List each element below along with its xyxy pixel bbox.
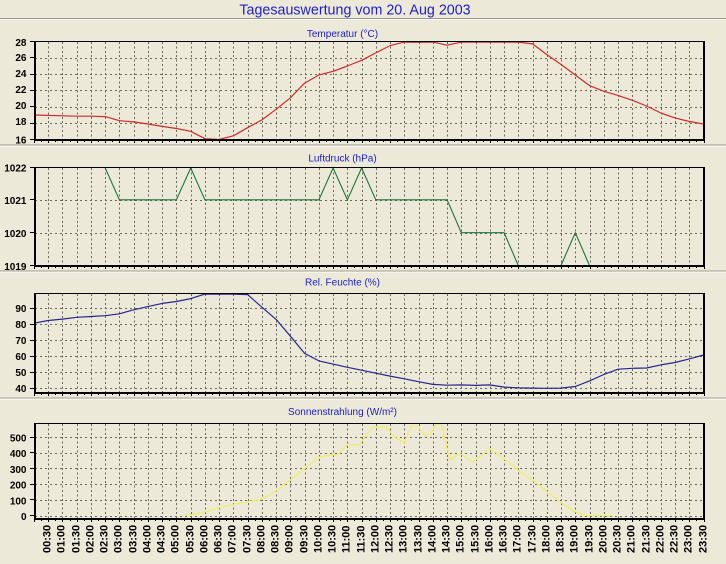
svg-text:60: 60 (15, 352, 27, 363)
svg-text:100: 100 (10, 496, 27, 507)
svg-text:26: 26 (15, 53, 27, 64)
svg-text:08:00: 08:00 (255, 525, 267, 553)
svg-text:Tagesauswertung vom 20. Aug 20: Tagesauswertung vom 20. Aug 2003 (239, 3, 470, 19)
svg-text:02:30: 02:30 (98, 525, 110, 553)
svg-text:07:00: 07:00 (226, 525, 238, 553)
svg-text:12:30: 12:30 (383, 525, 395, 553)
svg-text:200: 200 (10, 481, 27, 492)
svg-text:18: 18 (15, 117, 27, 128)
svg-text:15:30: 15:30 (469, 525, 481, 553)
svg-text:10:00: 10:00 (312, 525, 324, 553)
svg-text:24: 24 (15, 69, 27, 80)
svg-text:400: 400 (10, 449, 27, 460)
svg-text:28: 28 (15, 38, 27, 49)
svg-text:07:30: 07:30 (241, 525, 253, 553)
svg-text:12:00: 12:00 (369, 525, 381, 553)
svg-text:00:30: 00:30 (41, 525, 53, 553)
svg-text:70: 70 (15, 336, 27, 347)
svg-text:500: 500 (10, 433, 27, 444)
svg-text:13:00: 13:00 (397, 525, 409, 553)
svg-text:19:30: 19:30 (583, 525, 595, 553)
svg-text:13:30: 13:30 (412, 525, 424, 553)
svg-text:23:30: 23:30 (697, 525, 709, 553)
svg-text:06:00: 06:00 (198, 525, 210, 553)
svg-text:Luftdruck (hPa): Luftdruck (hPa) (308, 153, 376, 164)
svg-text:01:00: 01:00 (55, 525, 67, 553)
svg-text:300: 300 (10, 465, 27, 476)
svg-text:11:00: 11:00 (340, 525, 352, 553)
svg-text:10:30: 10:30 (326, 525, 338, 553)
svg-text:04:30: 04:30 (155, 525, 167, 553)
svg-text:18:00: 18:00 (540, 525, 552, 553)
svg-text:0: 0 (21, 512, 27, 523)
svg-text:23:00: 23:00 (682, 525, 694, 553)
svg-text:06:30: 06:30 (212, 525, 224, 553)
svg-text:1022: 1022 (4, 163, 27, 174)
svg-text:20: 20 (15, 101, 27, 112)
svg-text:22:30: 22:30 (668, 525, 680, 553)
svg-text:15:00: 15:00 (454, 525, 466, 553)
svg-text:20:00: 20:00 (597, 525, 609, 553)
svg-text:22: 22 (15, 85, 27, 96)
svg-text:80: 80 (15, 320, 27, 331)
svg-text:16:30: 16:30 (497, 525, 509, 553)
svg-text:40: 40 (15, 384, 27, 395)
svg-text:Temperatur (°C): Temperatur (°C) (307, 29, 378, 40)
svg-text:22:00: 22:00 (654, 525, 666, 553)
svg-text:19:00: 19:00 (568, 525, 580, 553)
svg-text:20:30: 20:30 (611, 525, 623, 553)
svg-text:Rel. Feuchte (%): Rel. Feuchte (%) (305, 278, 380, 289)
svg-text:09:00: 09:00 (283, 525, 295, 553)
svg-text:14:00: 14:00 (426, 525, 438, 553)
svg-text:18:30: 18:30 (554, 525, 566, 553)
svg-text:03:30: 03:30 (127, 525, 139, 553)
svg-text:01:30: 01:30 (70, 525, 82, 553)
svg-text:05:00: 05:00 (169, 525, 181, 553)
svg-text:02:00: 02:00 (84, 525, 96, 553)
svg-text:16: 16 (15, 136, 27, 147)
svg-text:21:00: 21:00 (625, 525, 637, 553)
svg-text:08:30: 08:30 (269, 525, 281, 553)
svg-text:1019: 1019 (4, 262, 27, 273)
svg-text:17:00: 17:00 (511, 525, 523, 553)
svg-text:50: 50 (15, 368, 27, 379)
svg-text:09:30: 09:30 (298, 525, 310, 553)
svg-text:1021: 1021 (4, 196, 27, 207)
svg-text:11:30: 11:30 (355, 525, 367, 553)
svg-text:1020: 1020 (4, 229, 27, 240)
svg-text:14:30: 14:30 (440, 525, 452, 553)
svg-text:03:00: 03:00 (112, 525, 124, 553)
svg-text:90: 90 (15, 304, 27, 315)
svg-text:05:30: 05:30 (184, 525, 196, 553)
svg-text:Sonnenstrahlung (W/m²): Sonnenstrahlung (W/m²) (288, 407, 397, 418)
svg-text:21:30: 21:30 (640, 525, 652, 553)
svg-text:16:00: 16:00 (483, 525, 495, 553)
svg-text:17:30: 17:30 (526, 525, 538, 553)
svg-text:04:00: 04:00 (141, 525, 153, 553)
